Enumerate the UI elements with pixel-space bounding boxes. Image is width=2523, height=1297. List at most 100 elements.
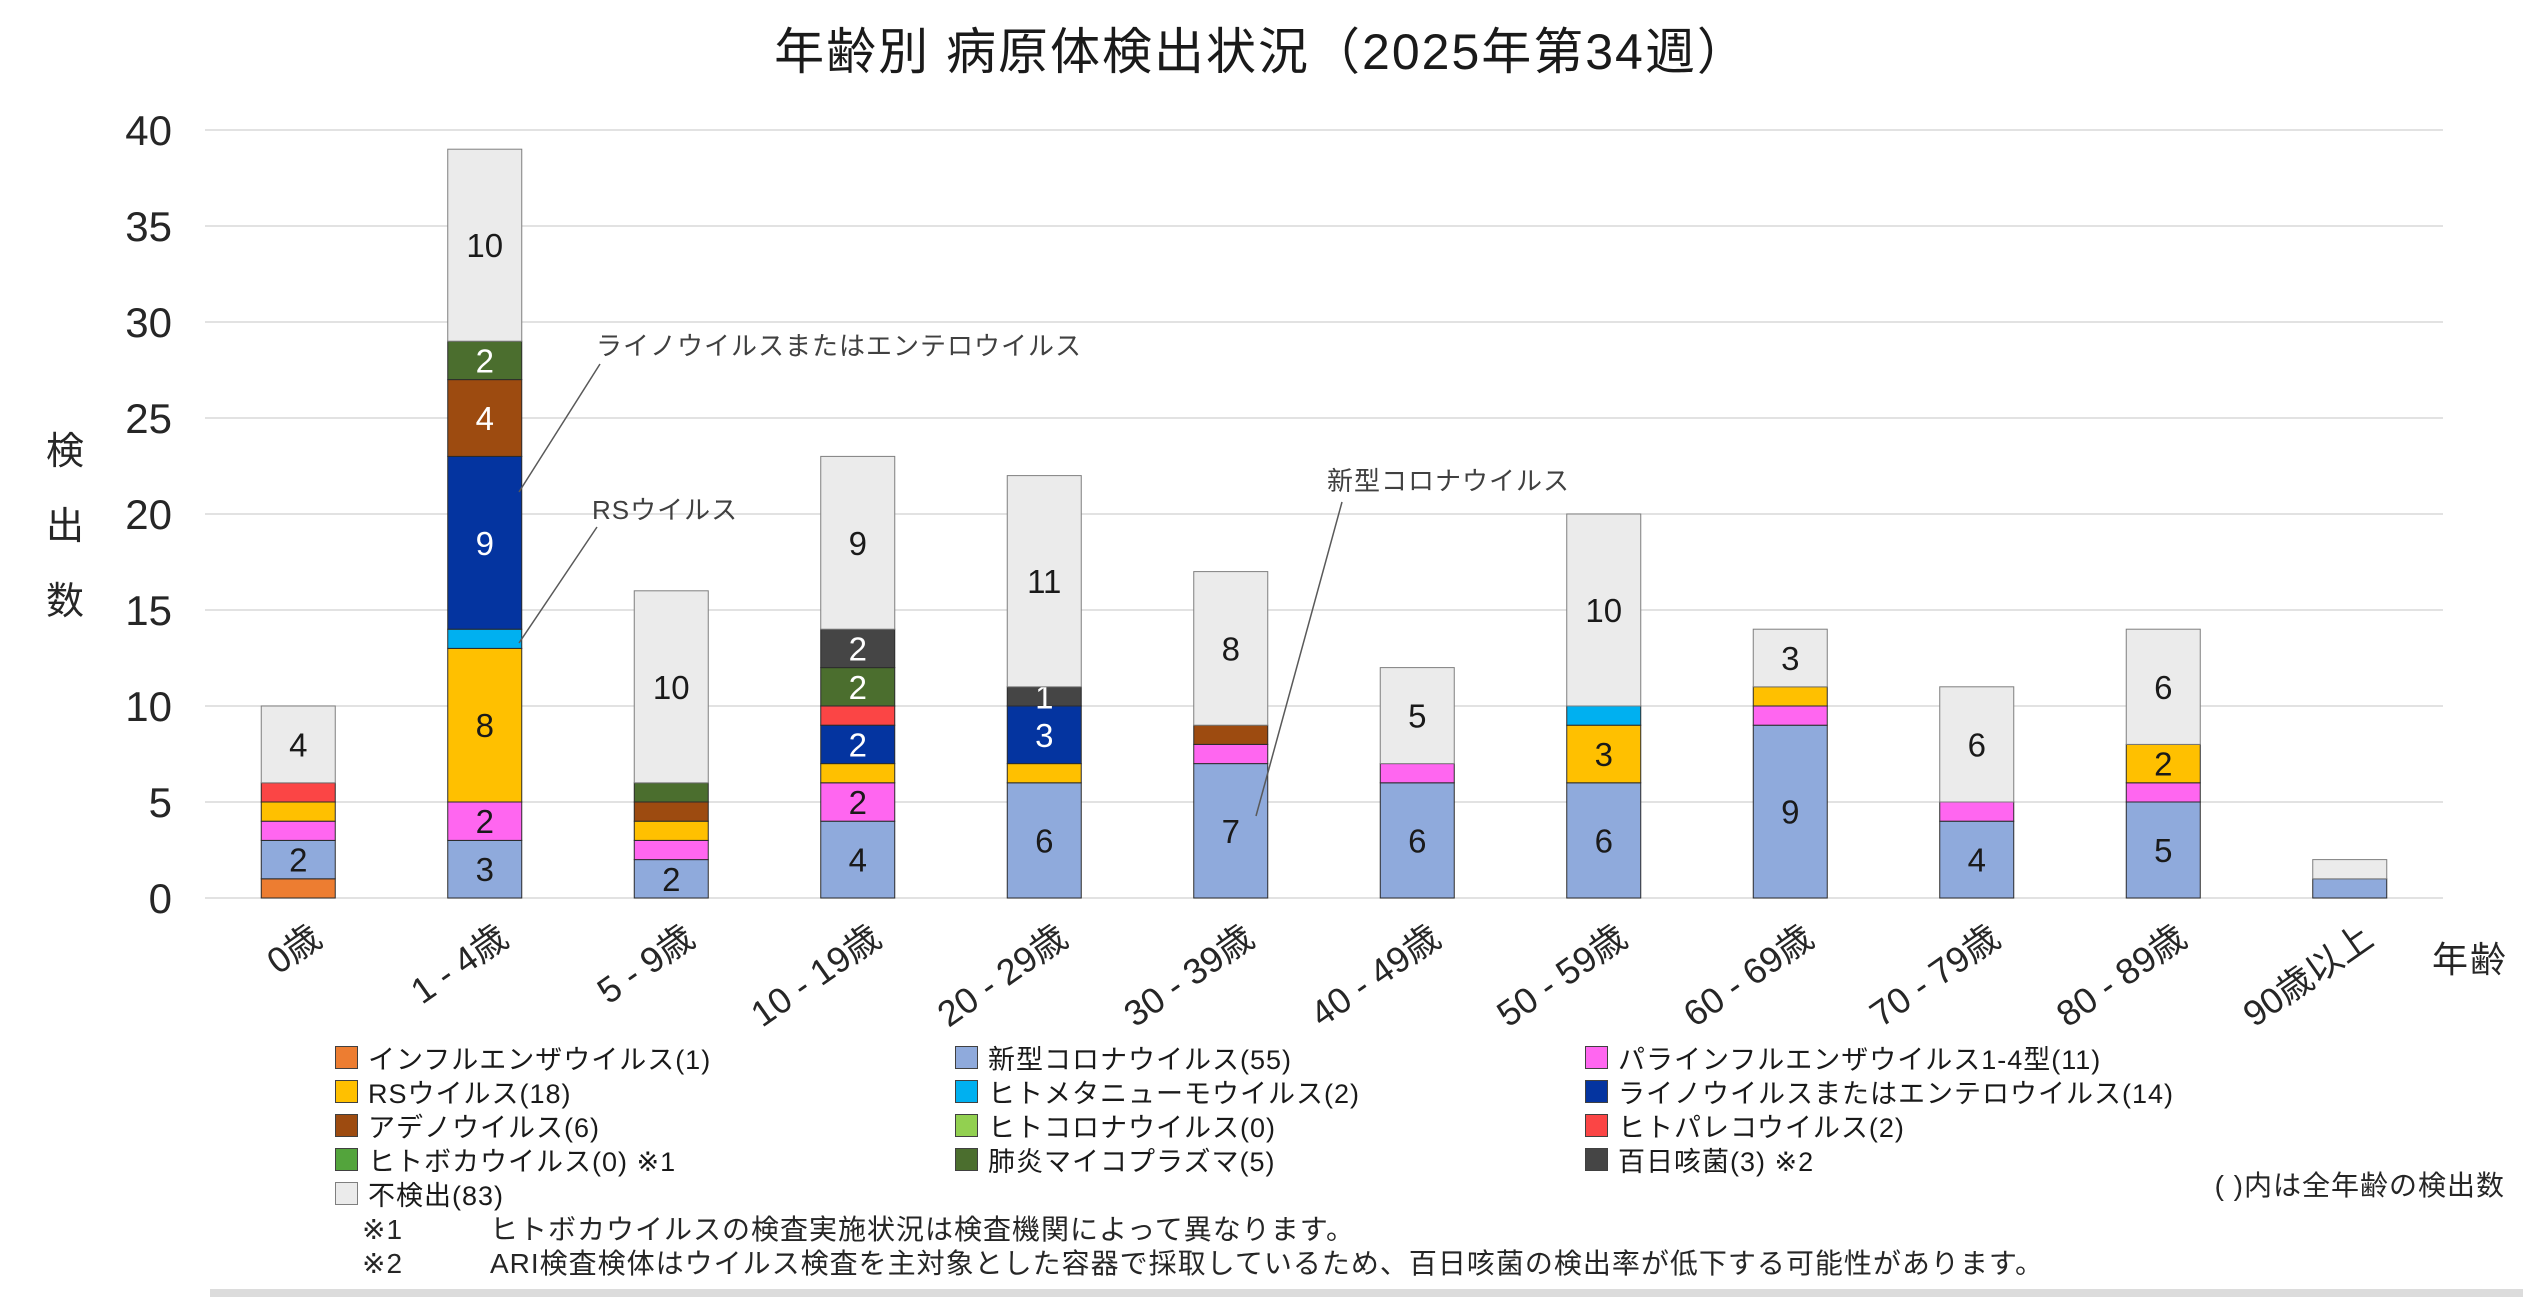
bar-segment-label: 6	[1035, 822, 1053, 859]
bar-segment-不検出	[820, 455, 896, 630]
bar-segment-パラインフルエンザウイルス1-4型	[1752, 705, 1828, 726]
x-axis-title: 年齢	[2432, 939, 2508, 980]
bar-segment-パラインフルエンザウイルス1-4型	[1379, 763, 1455, 784]
annotation-label: ライノウイルスまたはエンテロウイルス	[596, 331, 1082, 361]
y-tick-label: 25	[125, 395, 172, 442]
legend-marker-新型コロナウイルス	[955, 1045, 978, 1069]
legend-label: 不検出(83)	[368, 1180, 505, 1211]
bar-segment-label: 6	[2154, 669, 2172, 706]
x-tick-label: 30 - 39歳	[1116, 916, 1261, 1035]
bar-segment-label: 2	[662, 861, 680, 898]
bar-segment-label: 4	[849, 842, 867, 879]
x-tick-label: 20 - 29歳	[930, 916, 1075, 1035]
bar-segment-百日咳菌	[820, 628, 896, 669]
annotation-label: RSウイルス	[592, 495, 738, 525]
x-tick-label: 90歳以上	[2235, 916, 2380, 1035]
bar-segment-label: 10	[466, 227, 503, 264]
bar-segment-パラインフルエンザウイルス1-4型	[260, 820, 336, 841]
legend-item-肺炎マイコプラズマ: 肺炎マイコプラズマ(5)	[955, 1142, 1360, 1177]
bar-segment-新型コロナウイルス	[1006, 782, 1082, 899]
legend-label: インフルエンザウイルス(1)	[368, 1044, 712, 1075]
footnote-1-marker: ※1	[362, 1214, 404, 1245]
bar-segment-不検出	[1379, 667, 1455, 765]
legend-label: 百日咳菌(3) ※2	[1618, 1146, 1815, 1177]
bar-segment-不検出	[633, 590, 709, 784]
legend-column-1: インフルエンザウイルス(1) RSウイルス(18) アデノウイルス(6) ヒトボカウイ…	[335, 1040, 712, 1211]
legend-label: ヒトパレコウイルス(2)	[1618, 1112, 1905, 1143]
legend-marker-RSウイルス	[335, 1079, 358, 1103]
bar-segment-新型コロナウイルス	[820, 820, 896, 899]
bar-segment-label: 2	[849, 784, 867, 821]
bar-segment-label: 7	[1222, 813, 1240, 850]
bar-segment-label: 11	[1027, 563, 1061, 600]
bar-segment-ライノウイルスまたはエンテロウイルス	[447, 455, 523, 630]
bar-segment-label: 9	[476, 525, 494, 562]
legend-label: ヒトボカウイルス(0) ※1	[368, 1146, 677, 1177]
legend-item-不検出: 不検出(83)	[335, 1176, 711, 1211]
bar-segment-新型コロナウイルス	[1193, 763, 1269, 899]
bar-segment-RSウイルス	[1566, 724, 1642, 784]
x-tick-label: 5 - 9歳	[590, 916, 702, 1012]
bar-segment-パラインフルエンザウイルス1-4型	[2125, 782, 2201, 803]
annotation-line	[518, 363, 601, 493]
paren-note: ( )内は全年齢の検出数	[2214, 1170, 2505, 1201]
bar-segment-パラインフルエンザウイルス1-4型	[1193, 743, 1269, 765]
chart-title: 年齢別 病原体検出状況（2025年第34週）	[774, 24, 1749, 80]
bar-segment-新型コロナウイルス	[1939, 820, 2015, 899]
bar-segment-label: 3	[476, 851, 494, 888]
legend-label: パラインフルエンザウイルス1-4型(11)	[1618, 1044, 2102, 1075]
legend-item-インフルエンザウイルス: インフルエンザウイルス(1)	[335, 1040, 712, 1075]
x-tick-label: 50 - 59歳	[1489, 916, 1634, 1035]
bar-segment-不検出	[1193, 571, 1269, 726]
bar-segment-不検出	[260, 705, 336, 784]
bar-segment-RSウイルス	[633, 820, 709, 841]
footnote-1: ※1 ヒトボカウイルスの検査実施状況は検査機関によって異なります。	[362, 1208, 1355, 1248]
bar-segment-パラインフルエンザウイルス1-4型	[1939, 801, 2015, 822]
legend-item-百日咳菌: 百日咳菌(3) ※2	[1585, 1142, 2174, 1177]
legend-column-3: パラインフルエンザウイルス1-4型(11) ライノウイルスまたはエンテロウイルス(…	[1585, 1040, 2174, 1177]
bar-segment-RSウイルス	[820, 763, 896, 784]
bar-segment-アデノウイルス	[1193, 724, 1269, 745]
bar-segment-RSウイルス	[2125, 743, 2201, 784]
bar-segment-label: 6	[1408, 822, 1426, 859]
x-tick-label: 80 - 89歳	[2049, 916, 2194, 1035]
bar-segment-新型コロナウイルス	[447, 839, 523, 899]
y-axis-title-char: 数	[46, 581, 84, 623]
legend-item-RSウイルス: RSウイルス(18)	[335, 1074, 711, 1109]
legend-marker-不検出	[335, 1181, 358, 1205]
bar-segment-ヒトメタニューモウイルス	[447, 628, 523, 649]
legend-label: アデノウイルス(6)	[368, 1112, 600, 1143]
bar-segment-label: 2	[849, 669, 867, 706]
footnote-2-marker: ※2	[362, 1248, 404, 1279]
legend-marker-インフルエンザウイルス	[335, 1045, 358, 1069]
bar-segment-label: 4	[289, 726, 307, 763]
y-tick-label: 0	[149, 875, 172, 922]
bar-segment-label: 2	[2154, 746, 2172, 783]
legend-marker-肺炎マイコプラズマ	[955, 1147, 978, 1171]
y-axis-title-char: 検	[46, 431, 84, 473]
legend-item-ヒトメタニューモウイルス: ヒトメタニューモウイルス(2)	[955, 1074, 1360, 1109]
annotation-line	[518, 526, 598, 644]
x-tick-label: 40 - 49歳	[1303, 916, 1448, 1035]
legend-label: ヒトコロナウイルス(0)	[988, 1112, 1276, 1143]
y-axis-title-char: 出	[46, 506, 84, 548]
bar-segment-label: 2	[476, 803, 494, 840]
bar-segment-パラインフルエンザウイルス1-4型	[633, 839, 709, 861]
bar-segment-新型コロナウイルス	[2312, 878, 2388, 899]
bar-segment-label: 10	[653, 669, 690, 706]
bar-segment-label: 3	[1781, 640, 1799, 677]
bar-segment-不検出	[1566, 513, 1642, 707]
y-tick-label: 20	[125, 491, 172, 538]
legend-label: 新型コロナウイルス(55)	[988, 1044, 1293, 1075]
bar-segment-インフルエンザウイルス	[260, 878, 336, 899]
bar-segment-新型コロナウイルス	[1379, 782, 1455, 899]
x-tick-label: 0歳	[259, 916, 328, 982]
legend-marker-パラインフルエンザウイルス1-4型	[1585, 1045, 1608, 1069]
legend-marker-ライノウイルスまたはエンテロウイルス	[1585, 1079, 1608, 1103]
bar-segment-ヒトメタニューモウイルス	[1566, 705, 1642, 726]
legend-marker-アデノウイルス	[335, 1113, 358, 1137]
bar-segment-label: 5	[2154, 832, 2172, 869]
footnote-2: ※2 ARI検査検体はウイルス検査を主対象とした容器で採取しているため、百日咳菌の…	[362, 1242, 2044, 1282]
bar-segment-RSウイルス	[1006, 763, 1082, 784]
